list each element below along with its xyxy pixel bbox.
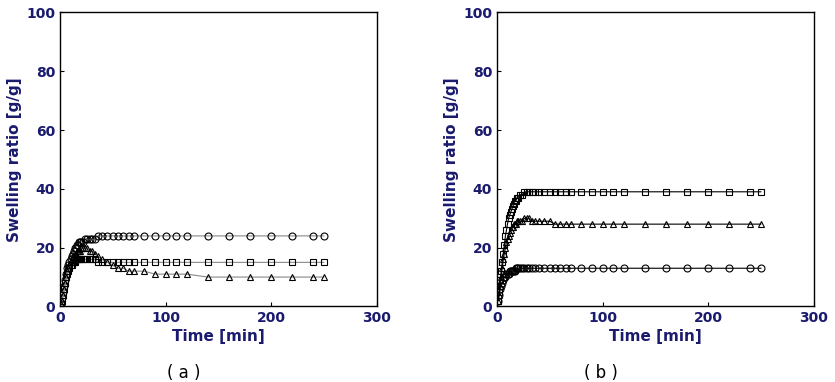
Text: ( b ): ( b ) [584,364,618,382]
X-axis label: Time [min]: Time [min] [609,330,701,345]
Y-axis label: Swelling ratio [g/g]: Swelling ratio [g/g] [444,77,459,242]
X-axis label: Time [min]: Time [min] [172,330,265,345]
Y-axis label: Swelling ratio [g/g]: Swelling ratio [g/g] [7,77,22,242]
Text: ( a ): ( a ) [167,364,200,382]
